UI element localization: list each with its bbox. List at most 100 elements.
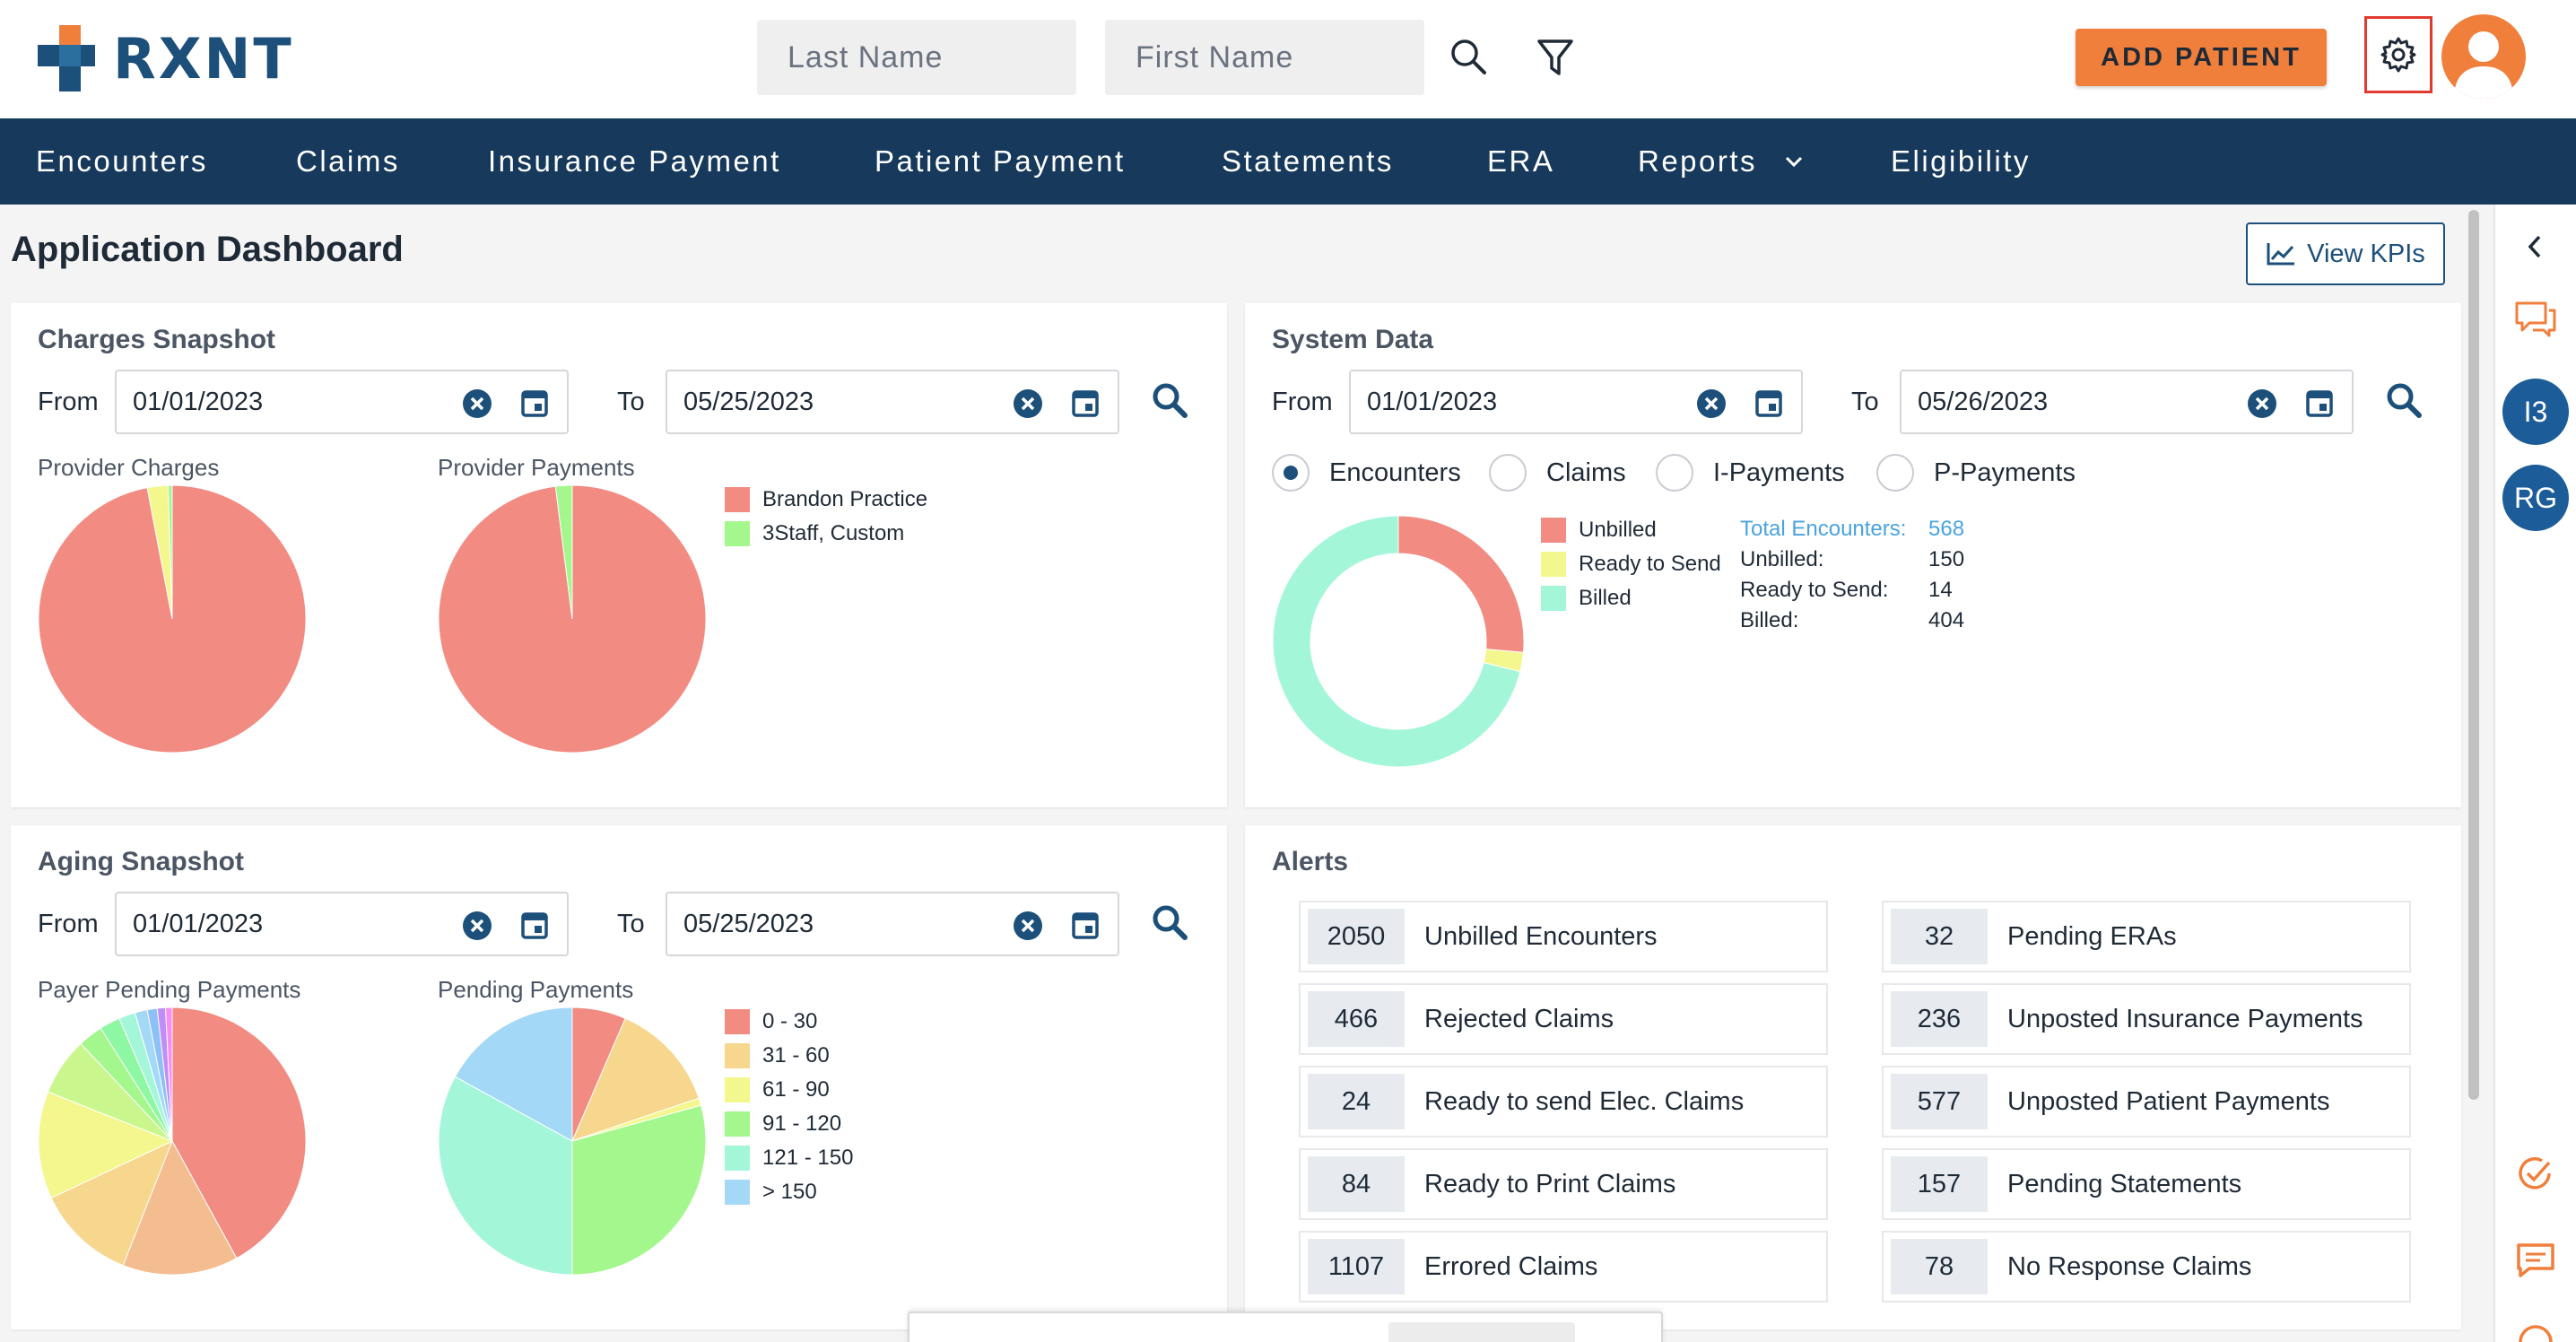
pie-slice [454, 1006, 573, 1142]
popup-tab[interactable] [1388, 1322, 1575, 1342]
alert-item[interactable]: 1107 Errored Claims [1299, 1231, 1828, 1303]
alert-item[interactable]: 236 Unposted Insurance Payments [1882, 983, 2411, 1055]
alert-count: 466 [1308, 991, 1405, 1047]
logo-text: RXNT [113, 25, 294, 92]
view-kpis-button[interactable]: View KPIs [2246, 222, 2445, 285]
search-icon[interactable] [2384, 380, 2424, 420]
nav-statements[interactable]: Statements [1222, 144, 1394, 178]
to-date-field[interactable]: 05/26/2023 [1900, 370, 2354, 434]
clear-icon[interactable] [1012, 910, 1044, 942]
scrollbar-thumb[interactable] [2468, 210, 2479, 1100]
first-name-input[interactable] [1105, 20, 1424, 95]
radio-encounters[interactable]: Encounters [1272, 454, 1461, 492]
radio-i-payments[interactable]: I-Payments [1656, 454, 1845, 492]
bottom-popup[interactable] [908, 1312, 1663, 1342]
alert-item[interactable]: 84 Ready to Print Claims [1299, 1148, 1828, 1220]
legend-swatch [725, 487, 750, 512]
calendar-icon[interactable] [1754, 388, 1783, 418]
search-icon[interactable] [1150, 902, 1189, 942]
settings-button[interactable] [2364, 16, 2432, 93]
clear-icon[interactable] [2246, 388, 2278, 420]
user-pill-rg[interactable]: RG [2502, 465, 2569, 531]
clear-icon[interactable] [461, 910, 493, 942]
nav-patient-payment[interactable]: Patient Payment [875, 144, 1126, 178]
to-label: To [617, 910, 645, 938]
legend-label: 91 - 120 [762, 1111, 842, 1136]
alert-item[interactable]: 577 Unposted Patient Payments [1882, 1066, 2411, 1137]
alert-item[interactable]: 24 Ready to send Elec. Claims [1299, 1066, 1828, 1137]
task-check-icon[interactable] [2515, 1154, 2556, 1195]
provider-charges-pie [38, 484, 307, 754]
legend-item: Ready to Send [1541, 547, 1721, 581]
encounters-stats: Total Encounters: 568 Unbilled: 150 Ready … [1740, 517, 1964, 639]
calendar-icon[interactable] [520, 910, 549, 940]
help-icon[interactable] [2515, 1324, 2556, 1342]
alert-item[interactable]: 466 Rejected Claims [1299, 983, 1828, 1055]
radio-circle[interactable] [1876, 454, 1914, 492]
alert-item[interactable]: 32 Pending ERAs [1882, 901, 2411, 972]
search-icon[interactable] [1446, 34, 1493, 81]
alert-count: 32 [1891, 909, 1988, 964]
clear-icon[interactable] [1012, 388, 1044, 420]
payer-pending-label: Payer Pending Payments [38, 976, 301, 1003]
alert-label: Unposted Insurance Payments [2007, 1004, 2363, 1033]
card-title: Charges Snapshot [38, 325, 276, 354]
nav-reports[interactable]: Reports [1638, 144, 1758, 178]
charges-snapshot-card: Charges Snapshot From 01/01/2023 To 05/2… [11, 303, 1227, 807]
to-date-value: 05/25/2023 [683, 910, 814, 938]
radio-circle[interactable] [1272, 454, 1310, 492]
nav-insurance-payment[interactable]: Insurance Payment [488, 144, 781, 178]
legend-item: 3Staff, Custom [725, 517, 927, 551]
calendar-icon[interactable] [2305, 388, 2334, 418]
charges-legend: Brandon Practice 3Staff, Custom [725, 483, 927, 551]
nav-claims[interactable]: Claims [296, 144, 400, 178]
alerts-card: Alerts 2050 Unbilled Encounters 466 Reject… [1245, 825, 2461, 1329]
chevron-left-icon[interactable] [2524, 233, 2546, 260]
card-title: Aging Snapshot [38, 847, 244, 876]
pie-slice [571, 1104, 707, 1276]
radio-circle[interactable] [1656, 454, 1693, 492]
alert-item[interactable]: 78 No Response Claims [1882, 1231, 2411, 1303]
message-icon[interactable] [2515, 1242, 2556, 1279]
user-icon [2454, 31, 2513, 99]
add-patient-button[interactable]: ADD PATIENT [2076, 29, 2327, 86]
radio-circle[interactable] [1489, 454, 1527, 492]
legend-swatch [725, 1043, 750, 1068]
calendar-icon[interactable] [1071, 388, 1100, 418]
last-name-input[interactable] [757, 20, 1076, 95]
encounters-donut [1272, 515, 1525, 768]
calendar-icon[interactable] [1071, 910, 1100, 940]
nav-eligibility[interactable]: Eligibility [1891, 144, 2031, 178]
radio-claims[interactable]: Claims [1489, 454, 1626, 492]
view-kpis-label: View KPIs [2307, 239, 2425, 268]
nav-encounters[interactable]: Encounters [36, 144, 208, 178]
legend-swatch [1541, 586, 1566, 611]
pie-slice [438, 1076, 573, 1276]
nav-era[interactable]: ERA [1487, 144, 1555, 178]
radio-p-payments[interactable]: P-Payments [1876, 454, 2076, 492]
alert-item[interactable]: 2050 Unbilled Encounters [1299, 901, 1828, 972]
from-date-field[interactable]: 01/01/2023 [1349, 370, 1803, 434]
calendar-icon[interactable] [520, 388, 549, 418]
pending-payments-pie [438, 1006, 707, 1276]
user-avatar[interactable] [2441, 14, 2526, 99]
pie-slice [50, 1140, 173, 1267]
legend-item: Brandon Practice [725, 483, 927, 517]
from-date-field[interactable]: 01/01/2023 [115, 892, 569, 956]
search-icon[interactable] [1150, 380, 1189, 420]
clear-icon[interactable] [1695, 388, 1727, 420]
alert-label: Rejected Claims [1424, 1004, 1614, 1033]
user-pill-i3[interactable]: I3 [2502, 379, 2569, 445]
stat-label: Billed: [1740, 608, 1799, 632]
stat-label: Unbilled: [1740, 547, 1824, 571]
filter-icon[interactable] [1532, 34, 1579, 81]
to-date-field[interactable]: 05/25/2023 [666, 370, 1119, 434]
rxnt-logo[interactable]: RXNT [38, 25, 294, 92]
alert-item[interactable]: 157 Pending Statements [1882, 1148, 2411, 1220]
chevron-down-icon[interactable] [1783, 151, 1805, 172]
clear-icon[interactable] [461, 388, 493, 420]
chat-bubbles-icon[interactable] [2513, 298, 2558, 341]
to-date-field[interactable]: 05/25/2023 [666, 892, 1119, 956]
from-date-field[interactable]: 01/01/2023 [115, 370, 569, 434]
provider-charges-label: Provider Charges [38, 454, 220, 481]
